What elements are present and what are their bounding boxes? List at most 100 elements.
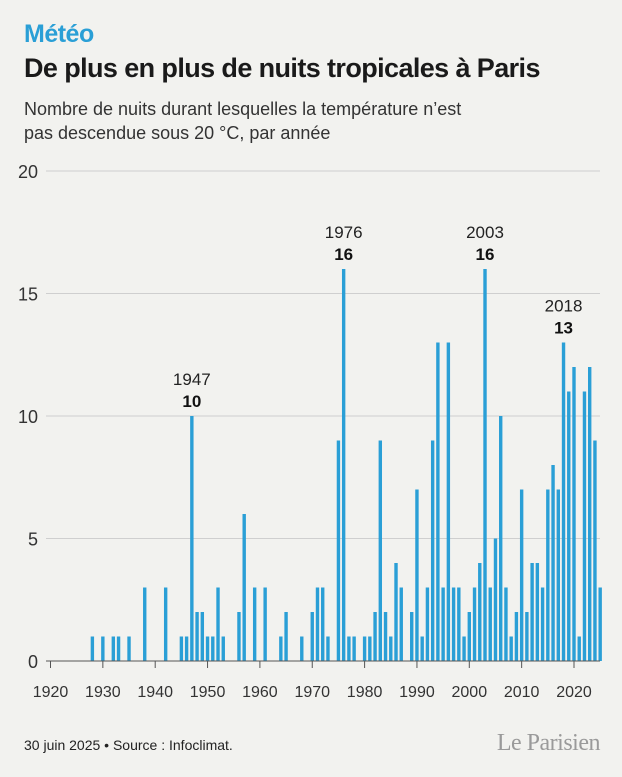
bar xyxy=(279,636,283,661)
bar xyxy=(525,612,529,661)
bar xyxy=(394,563,398,661)
annotations: 10 1947 16 1976 16 2003 13 2018 xyxy=(173,223,583,411)
bar xyxy=(551,465,555,661)
bar xyxy=(499,416,503,661)
bar xyxy=(457,587,461,661)
x-tick-label: 1980 xyxy=(347,684,383,701)
kicker: Météo xyxy=(24,20,94,48)
y-axis-ticks: 0 5 10 15 20 xyxy=(18,162,38,672)
gridlines xyxy=(46,170,600,539)
bar xyxy=(111,636,116,661)
bar xyxy=(462,636,466,661)
x-tick-label: 1950 xyxy=(190,684,226,701)
annotation-value: 10 xyxy=(182,392,201,411)
bar xyxy=(561,342,566,661)
bar xyxy=(362,636,367,661)
annotation-year: 2003 xyxy=(466,223,504,242)
chart-title: De plus en plus de nuits tropicales à Pa… xyxy=(24,53,540,83)
bar xyxy=(221,636,225,661)
bar xyxy=(389,636,393,661)
bar xyxy=(373,612,377,661)
annotation-year: 1947 xyxy=(173,370,211,389)
bar xyxy=(321,587,325,661)
bar xyxy=(90,636,95,661)
bar xyxy=(336,440,341,661)
bar xyxy=(190,416,194,661)
bar xyxy=(451,587,456,661)
bar xyxy=(410,612,414,661)
x-tick-label: 2010 xyxy=(504,684,540,701)
bar xyxy=(446,342,451,661)
bar xyxy=(211,636,215,661)
bar xyxy=(593,440,597,661)
y-tick-label: 10 xyxy=(18,407,38,427)
le-parisien-logo: Le Parisien xyxy=(496,730,601,756)
bar xyxy=(478,563,482,661)
bar xyxy=(310,612,314,661)
bar xyxy=(383,612,388,661)
bar xyxy=(284,612,288,661)
bar xyxy=(378,440,383,661)
x-axis-ticks: 1920 1930 1940 1950 1960 1970 1980 1990 2000 2010… xyxy=(33,661,592,701)
bar xyxy=(488,587,492,661)
annotation-year: 1976 xyxy=(325,223,363,242)
bar xyxy=(535,563,540,661)
bar xyxy=(200,612,205,661)
bar xyxy=(205,636,210,661)
annotation-value: 13 xyxy=(554,319,573,338)
x-tick-label: 1940 xyxy=(137,684,173,701)
bar xyxy=(420,636,424,661)
x-tick-label: 1920 xyxy=(33,684,69,701)
bar xyxy=(436,342,440,661)
annotation-year: 2018 xyxy=(545,297,583,316)
bar xyxy=(101,636,105,661)
bar xyxy=(347,636,351,661)
bar xyxy=(326,636,330,661)
x-tick-label: 1990 xyxy=(399,684,435,701)
bar xyxy=(598,587,602,661)
annotation-value: 16 xyxy=(334,245,353,264)
bar xyxy=(263,587,267,661)
bar xyxy=(467,612,471,661)
bar xyxy=(472,587,477,661)
source-note: 30 juin 2025 • Source : Infoclimat. xyxy=(24,737,233,753)
bar xyxy=(425,587,430,661)
bar xyxy=(514,612,519,661)
chart-subtitle: Nombre de nuits durant lesquelles la tem… xyxy=(24,99,462,143)
bar xyxy=(116,636,121,661)
bar xyxy=(509,636,513,661)
y-tick-label: 20 xyxy=(18,162,38,182)
bar xyxy=(315,587,320,661)
bar xyxy=(572,367,576,661)
bar xyxy=(530,563,534,661)
bar xyxy=(195,612,199,661)
bar xyxy=(577,636,581,661)
bar xyxy=(567,391,571,661)
bar xyxy=(415,489,419,661)
bar xyxy=(352,636,356,661)
bar xyxy=(368,636,372,661)
y-tick-label: 5 xyxy=(28,530,38,550)
bar xyxy=(341,269,346,661)
x-tick-label: 2020 xyxy=(556,684,592,701)
bar xyxy=(242,514,246,661)
bar xyxy=(441,587,445,661)
bar xyxy=(127,636,131,661)
bar xyxy=(143,587,147,661)
bar xyxy=(540,587,545,661)
bar xyxy=(300,636,304,661)
x-tick-label: 2000 xyxy=(452,684,488,701)
x-tick-label: 1970 xyxy=(294,684,330,701)
annotation-value: 16 xyxy=(476,245,495,264)
x-tick-label: 1960 xyxy=(242,684,278,701)
bar xyxy=(493,538,498,661)
bar xyxy=(163,587,168,661)
bar xyxy=(252,587,257,661)
bar xyxy=(556,489,560,661)
bar xyxy=(483,269,487,661)
bar xyxy=(430,440,435,661)
bar xyxy=(582,391,587,661)
bar xyxy=(179,636,184,661)
bar xyxy=(184,636,189,661)
